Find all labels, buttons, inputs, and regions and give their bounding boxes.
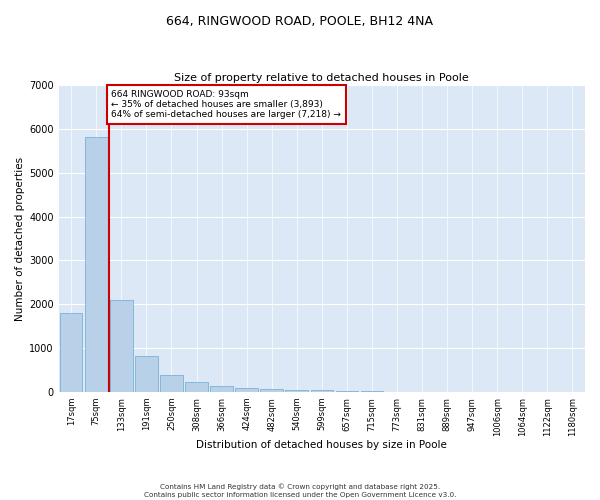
X-axis label: Distribution of detached houses by size in Poole: Distribution of detached houses by size … bbox=[196, 440, 447, 450]
Text: Contains HM Land Registry data © Crown copyright and database right 2025.
Contai: Contains HM Land Registry data © Crown c… bbox=[144, 484, 456, 498]
Bar bbox=[160, 376, 183, 392]
Bar bbox=[210, 386, 233, 392]
Bar bbox=[185, 382, 208, 392]
Bar bbox=[311, 390, 333, 392]
Y-axis label: Number of detached properties: Number of detached properties bbox=[15, 156, 25, 320]
Bar bbox=[235, 388, 258, 392]
Text: 664 RINGWOOD ROAD: 93sqm
← 35% of detached houses are smaller (3,893)
64% of sem: 664 RINGWOOD ROAD: 93sqm ← 35% of detach… bbox=[111, 90, 341, 120]
Bar bbox=[260, 389, 283, 392]
Bar bbox=[85, 137, 107, 392]
Text: 664, RINGWOOD ROAD, POOLE, BH12 4NA: 664, RINGWOOD ROAD, POOLE, BH12 4NA bbox=[167, 15, 433, 28]
Bar bbox=[335, 390, 358, 392]
Bar bbox=[135, 356, 158, 392]
Bar bbox=[110, 300, 133, 392]
Bar bbox=[60, 313, 82, 392]
Bar bbox=[286, 390, 308, 392]
Title: Size of property relative to detached houses in Poole: Size of property relative to detached ho… bbox=[175, 73, 469, 83]
